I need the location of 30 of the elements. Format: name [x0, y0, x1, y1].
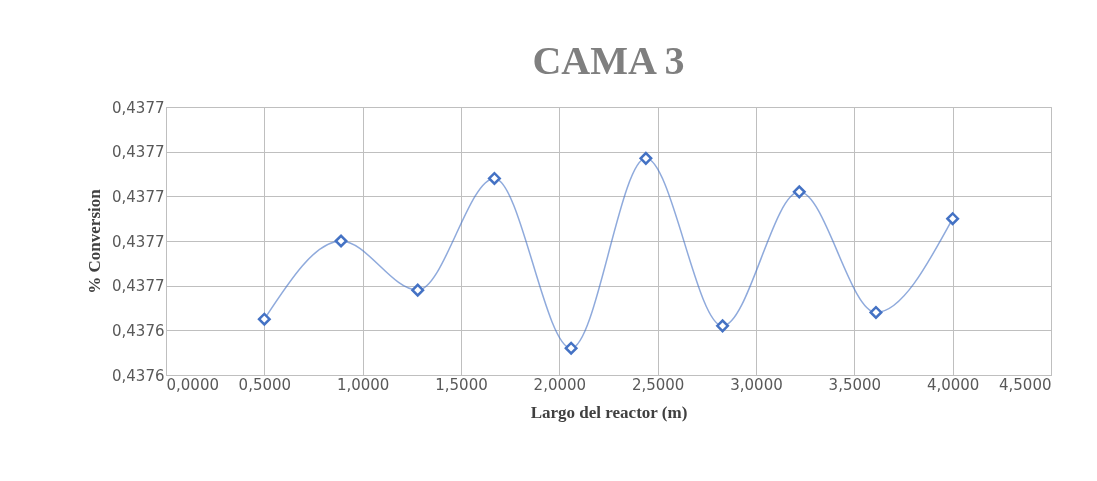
point	[716, 319, 730, 333]
x-tick-label: 3,0000	[730, 375, 783, 394]
point	[487, 171, 501, 185]
x-tick-label: 0,0000	[166, 375, 219, 394]
x-tick-label: 3,5000	[828, 375, 882, 394]
point	[869, 305, 883, 319]
x-tick-label: 4,5000	[999, 375, 1052, 394]
y-tick-label: 0,4377	[112, 232, 165, 251]
y-tick-label: 0,4377	[112, 143, 165, 162]
x-tick-label: 4,0000	[926, 375, 980, 394]
x-tick-label: 1,0000	[336, 375, 390, 394]
x-tick-label: 1,5000	[435, 375, 488, 394]
y-tick-label: 0,4377	[112, 98, 165, 117]
point	[257, 312, 271, 326]
point	[946, 212, 960, 226]
y-axis-title: % Conversion	[85, 188, 105, 294]
point	[411, 283, 425, 297]
y-tick-label: 0,4376	[112, 366, 165, 385]
point	[334, 234, 348, 248]
point	[792, 185, 806, 199]
y-tick-label: 0,4377	[112, 187, 165, 206]
y-tick-label: 0,4377	[112, 277, 165, 296]
y-tick-label: 0,4376	[112, 321, 165, 340]
x-tick-label: 0,5000	[238, 375, 292, 394]
x-tick-label: 2,0000	[533, 375, 587, 394]
point	[564, 341, 578, 355]
x-axis-title: Largo del reactor (m)	[530, 402, 688, 422]
x-tick-label: 2,5000	[631, 375, 685, 394]
chart-title: CAMA 3	[532, 38, 685, 83]
point	[639, 151, 653, 165]
